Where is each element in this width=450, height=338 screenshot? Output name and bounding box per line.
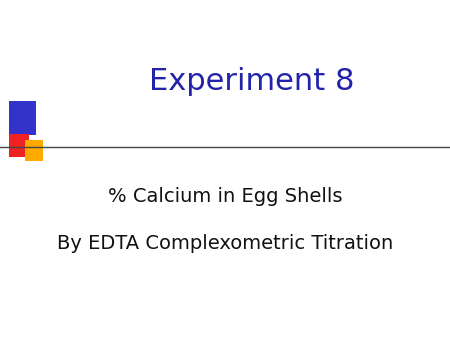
- Text: By EDTA Complexometric Titration: By EDTA Complexometric Titration: [57, 234, 393, 253]
- Bar: [9, 134, 29, 157]
- Text: % Calcium in Egg Shells: % Calcium in Egg Shells: [108, 187, 342, 206]
- Bar: [9, 101, 36, 135]
- Text: Experiment 8: Experiment 8: [149, 67, 355, 96]
- Bar: [25, 140, 43, 161]
